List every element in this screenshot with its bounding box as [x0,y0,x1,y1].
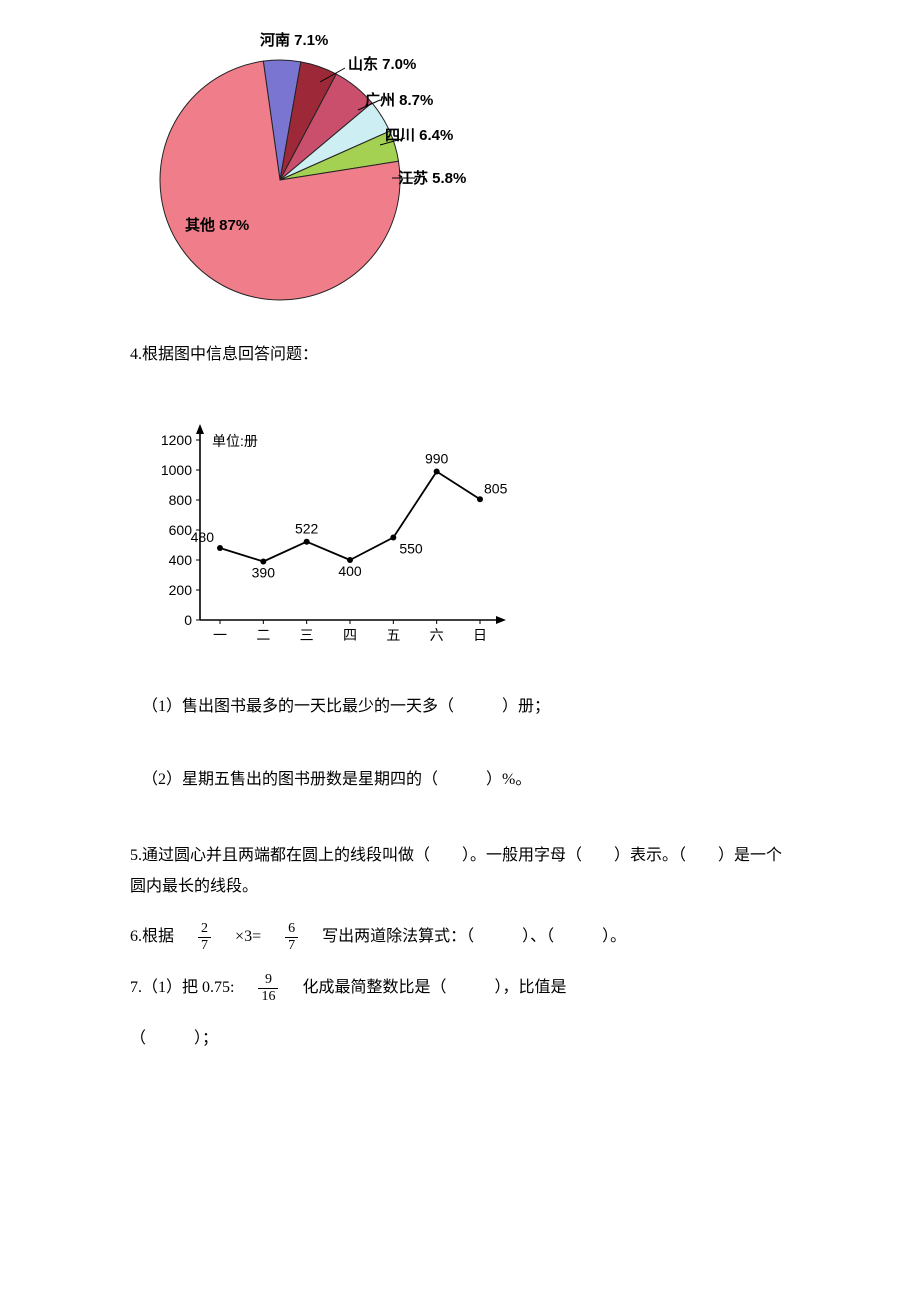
q4-body: 根据图中信息回答问题： [142,346,318,363]
svg-text:二: 二 [256,627,270,643]
svg-text:河南 7.1%: 河南 7.1% [260,31,328,49]
q4-sub1: （1）售出图书最多的一天比最少的一天多（ ）册； [130,692,790,722]
svg-text:其他 87%: 其他 87% [185,216,249,234]
line-chart: 0 200 400 600 800 1000 1200 单位:册一 二 三 四 五 六 日 480 390 52… [130,420,790,650]
q5-text: 5.通过圆心并且两端都在圆上的线段叫做（ ）。一般用字母（ ）表示。（ ）是一个… [130,841,790,902]
q4-prefix: 4. [130,346,142,363]
frac-num: 9 [258,973,278,989]
pie-svg: 河南 7.1% 山东 7.0% 广州 8.7% 四川 6.4% 江苏 5.8% 其他 87… [130,20,490,310]
q6-text: 6.根据 27 ×3= 67 写出两道除法算式：（ ）、（ ）。 [130,922,790,953]
frac-num: 2 [198,922,211,938]
q4-sub2: （2）星期五售出的图书册数是星期四的（ ）%。 [130,765,790,795]
svg-text:550: 550 [399,541,423,557]
svg-text:1200: 1200 [161,432,192,448]
svg-text:山东 7.0%: 山东 7.0% [348,55,416,73]
frac-den: 7 [198,938,211,953]
frac-den: 7 [285,938,298,953]
svg-text:805: 805 [484,481,508,497]
q6-mid: ×3= [235,928,261,945]
svg-text:990: 990 [425,451,449,467]
svg-text:400: 400 [338,563,362,579]
q4-sub1-pre: （1）售出图书最多的一天比最少的一天多（ [142,698,454,715]
svg-text:四: 四 [343,627,357,643]
q7-mid: 化成最简整数比是（ ），比值是 [302,979,566,996]
svg-text:200: 200 [169,582,193,598]
q6-frac2: 67 [285,922,298,953]
svg-text:1000: 1000 [161,462,192,478]
svg-text:600: 600 [169,522,193,538]
q6-prefix: 6. [130,928,142,945]
svg-text:一: 一 [213,627,227,643]
svg-text:三: 三 [300,627,314,643]
q7-text: 7.（1）把 0.75: 916 化成最简整数比是（ ），比值是 [130,973,790,1004]
q7-post: （ ）； [130,1030,218,1047]
q7-pre: （1）把 0.75: [142,979,234,996]
q4-sub2-pre: （2）星期五售出的图书册数是星期四的（ [142,771,438,788]
q5-prefix: 5. [130,847,142,864]
q4-sub1-post: ）册； [502,698,550,715]
svg-text:0: 0 [184,612,192,628]
svg-text:广州 8.7%: 广州 8.7% [365,91,433,109]
svg-text:800: 800 [169,492,193,508]
svg-text:480: 480 [191,529,215,545]
frac-den: 16 [258,989,278,1004]
q5-body: 通过圆心并且两端都在圆上的线段叫做（ ）。一般用字母（ ）表示。（ ）是一个圆内… [130,847,782,894]
q7-frac: 916 [258,973,278,1004]
pie-chart: 河南 7.1% 山东 7.0% 广州 8.7% 四川 6.4% 江苏 5.8% 其他 87… [130,20,790,310]
q6-frac1: 27 [198,922,211,953]
svg-text:四川 6.4%: 四川 6.4% [385,127,453,144]
svg-text:六: 六 [430,627,444,643]
svg-text:522: 522 [295,521,319,537]
q6-post: 写出两道除法算式：（ ）、（ ）。 [322,928,626,945]
q4-sub2-post: ）%。 [486,771,531,788]
q7-line2: （ ）； [130,1024,790,1054]
svg-text:400: 400 [169,552,193,568]
q4-text: 4.根据图中信息回答问题： [130,340,790,370]
svg-text:江苏 5.8%: 江苏 5.8% [398,169,466,187]
svg-text:390: 390 [252,565,276,581]
line-svg: 0 200 400 600 800 1000 1200 单位:册一 二 三 四 五 六 日 480 390 52… [130,420,530,650]
svg-text:单位:册: 单位:册 [212,433,258,449]
svg-text:日: 日 [473,627,487,643]
q6-pre: 根据 [142,928,174,945]
svg-text:五: 五 [386,627,400,643]
frac-num: 6 [285,922,298,938]
q7-prefix: 7. [130,979,142,996]
